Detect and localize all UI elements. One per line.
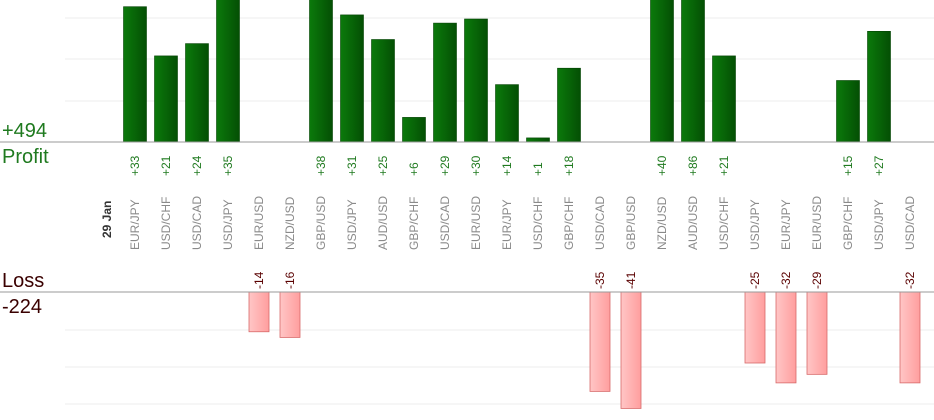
x-tick-label: USD/JPY [872,199,886,250]
x-tick-label: NZD/USD [655,196,669,250]
loss-value-label: -29 [810,271,824,289]
profit-bar [154,55,178,143]
profit-value-label: +6 [407,162,421,176]
profit-value-label: +29 [438,155,452,176]
profit-value-label: +14 [500,155,514,176]
profit-bar [123,6,147,143]
profit-bar [712,55,736,143]
x-tick-label: GBP/CHF [841,197,855,250]
profit-value-label: +30 [469,155,483,176]
profit-label: Profit [2,146,49,168]
profit-bar [867,30,891,143]
x-tick-label: EUR/JPY [128,199,142,250]
profit-bar [464,18,488,143]
loss-bar [744,291,766,364]
profit-total: +494 [2,120,47,142]
x-tick-label: USD/CAD [438,196,452,250]
profit-value-label: +25 [376,155,390,176]
profit-value-label: +27 [872,155,886,176]
x-tick-label: AUD/USD [686,196,700,250]
x-tick-label: EUR/USD [469,196,483,250]
x-tick-label: USD/JPY [345,199,359,250]
x-tick-label: AUD/USD [376,196,390,250]
x-tick-label: NZD/USD [283,196,297,250]
loss-total: -224 [2,296,42,318]
profit-value-label: +35 [221,155,235,176]
x-tick-label: GBP/USD [624,196,638,250]
profit-value-label: +15 [841,155,855,176]
profit-bar [185,43,209,143]
profit-value-label: +40 [655,155,669,176]
x-tick-label: USD/CAD [903,196,917,250]
profit-bar [340,14,364,143]
profit-bar [650,0,674,143]
loss-bars [248,291,921,409]
loss-value-label: -14 [252,271,266,289]
x-tick-label: USD/CHF [717,197,731,250]
profit-value-label: +24 [190,155,204,176]
profit-bar [216,0,240,143]
loss-bar [248,291,270,333]
loss-bar [899,291,921,384]
loss-value-label: -16 [283,271,297,289]
x-tick-label: GBP/USD [314,196,328,250]
loss-value-label: -32 [779,271,793,289]
loss-value-label: -41 [624,271,638,289]
profit-value-label: +86 [686,155,700,176]
x-tick-label: USD/CHF [531,197,545,250]
loss-value-label: -32 [903,271,917,289]
profit-value-label: +18 [562,155,576,176]
x-tick-label: USD/JPY [221,199,235,250]
x-tick-label: EUR/JPY [500,199,514,250]
profit-value-label: +21 [717,155,731,176]
value-labels: +33 +21 +24 +35 -14 -16 +38 +31 +25 +6 +29 +30 +14 +1… [128,155,917,289]
profit-bar [557,67,581,143]
loss-label: Loss [2,270,44,292]
loss-bar [620,291,642,409]
profit-bar [371,39,395,143]
x-tick-label: USD/CAD [593,196,607,250]
profit-value-label: +38 [314,155,328,176]
loss-bar [775,291,797,384]
profit-value-label: +1 [531,162,545,176]
x-tick-label: USD/CHF [159,197,173,250]
profit-bars [123,0,891,143]
x-tick-labels: EUR/JPY USD/CHF USD/CAD USD/JPY EUR/USD NZD/U… [128,196,917,250]
x-tick-label: EUR/USD [252,196,266,250]
loss-bar [589,291,611,392]
profit-bar [495,84,519,143]
profit-bar [526,137,550,143]
date-label: 29 Jan [100,201,114,238]
loss-bar [806,291,828,375]
profit-value-label: +33 [128,155,142,176]
loss-value-label: -35 [593,271,607,289]
x-tick-label: GBP/CHF [407,197,421,250]
profit-bar [681,0,705,143]
loss-value-label: -25 [748,271,762,289]
x-tick-label: USD/JPY [748,199,762,250]
x-tick-label: USD/CAD [190,196,204,250]
profit-bar [433,22,457,143]
x-tick-label: EUR/USD [810,196,824,250]
x-tick-label: GBP/CHF [562,197,576,250]
profit-value-label: +31 [345,155,359,176]
profit-bar [309,0,333,143]
profit-bar [836,80,860,143]
loss-bar [279,291,301,338]
x-tick-label: EUR/JPY [779,199,793,250]
profit-bar [402,117,426,143]
profit-value-label: +21 [159,155,173,176]
